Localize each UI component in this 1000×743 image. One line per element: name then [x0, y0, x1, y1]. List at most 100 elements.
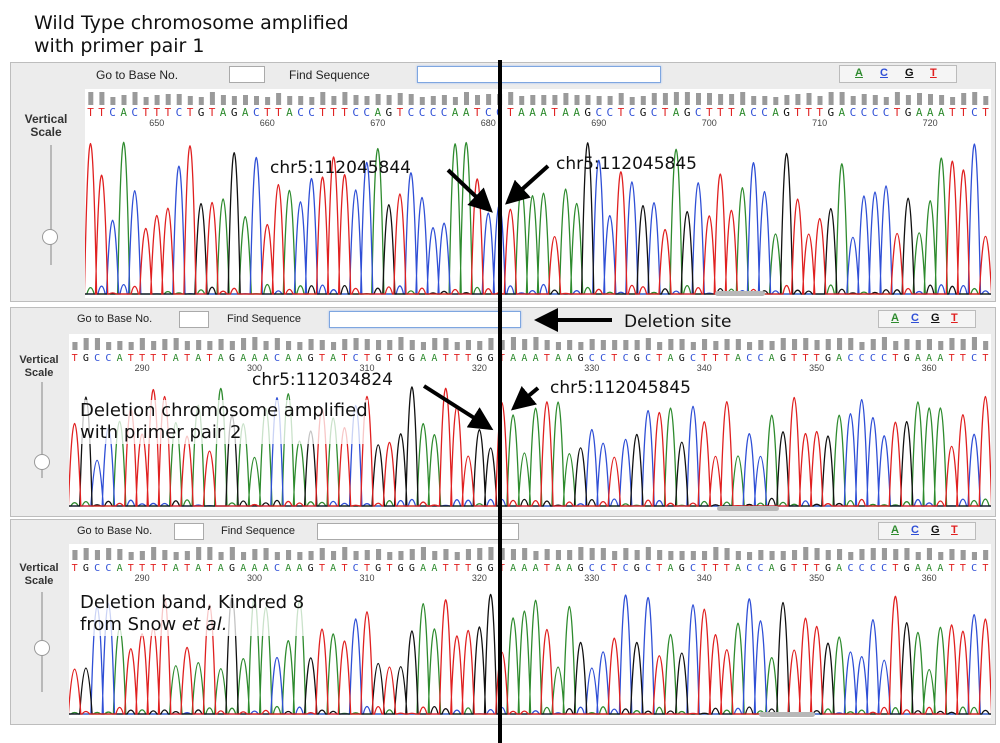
- base-call: C: [757, 563, 763, 574]
- base-call: G: [905, 106, 912, 119]
- quality-bar: [162, 339, 168, 350]
- vertical-scale-track[interactable]: [41, 382, 43, 478]
- quality-bar: [274, 338, 280, 350]
- base-call: G: [375, 563, 381, 574]
- base-call: T: [960, 106, 967, 119]
- quality-bar: [173, 552, 179, 560]
- base-call: T: [206, 353, 212, 364]
- base-call: A: [120, 106, 127, 119]
- base-call: A: [533, 353, 539, 364]
- quality-bar: [287, 96, 293, 105]
- vertical-scale-track[interactable]: [50, 145, 52, 265]
- quality-bar: [207, 547, 213, 560]
- base-call: C: [859, 563, 865, 574]
- quality-bar: [567, 340, 573, 350]
- position-tick-label: 680: [481, 118, 496, 128]
- base-call: A: [218, 353, 224, 364]
- base-call: T: [153, 106, 160, 119]
- base-color-legend[interactable]: A C G T: [878, 310, 976, 328]
- position-tick-label: 300: [247, 363, 262, 373]
- quality-bar: [117, 549, 123, 560]
- quality-bar: [814, 548, 820, 560]
- base-call: A: [330, 563, 336, 574]
- quality-bar: [612, 340, 618, 350]
- quality-bar: [297, 342, 303, 350]
- quality-bar: [600, 340, 606, 350]
- find-sequence-input[interactable]: [329, 311, 521, 328]
- quality-bar: [196, 340, 202, 350]
- position-tick-label: 330: [584, 363, 599, 373]
- goto-base-input[interactable]: [179, 311, 209, 328]
- base-color-legend[interactable]: A C G T: [839, 65, 957, 83]
- quality-bar: [162, 550, 168, 560]
- base-call: G: [229, 563, 235, 574]
- quality-bar: [837, 338, 843, 350]
- base-call: A: [518, 106, 525, 119]
- quality-bar: [552, 95, 558, 105]
- base-call: C: [695, 106, 702, 119]
- find-sequence-input[interactable]: [317, 523, 519, 540]
- quality-bar: [454, 552, 460, 560]
- quality-bar: [420, 547, 426, 560]
- base-call: C: [746, 353, 752, 364]
- horizontal-scroll-thumb[interactable]: [715, 291, 765, 296]
- quality-bar: [696, 93, 701, 105]
- base-call: T: [701, 563, 707, 574]
- base-call: A: [330, 353, 336, 364]
- goto-base-input[interactable]: [174, 523, 204, 540]
- quality-bar: [522, 339, 528, 350]
- base-call: A: [772, 106, 779, 119]
- find-sequence-input[interactable]: [417, 66, 661, 83]
- quality-bar: [894, 92, 900, 105]
- quality-bar: [724, 339, 730, 350]
- quality-bar: [106, 548, 112, 560]
- vertical-scale-knob[interactable]: [34, 454, 50, 470]
- quality-bar: [409, 340, 415, 350]
- base-call: A: [218, 563, 224, 574]
- base-call: T: [728, 106, 735, 119]
- position-tick-label: 350: [809, 363, 824, 373]
- quality-bar: [265, 97, 271, 105]
- quality-bar: [519, 96, 525, 105]
- base-call: C: [850, 106, 857, 119]
- base-call: G: [409, 353, 415, 364]
- base-color-legend[interactable]: A C G T: [878, 522, 976, 540]
- vertical-scale-knob[interactable]: [34, 640, 50, 656]
- horizontal-scroll-thumb[interactable]: [759, 712, 815, 717]
- quality-bar: [541, 95, 547, 105]
- quality-bar: [780, 338, 786, 350]
- base-call: C: [606, 106, 613, 119]
- base-call: A: [566, 563, 572, 574]
- quality-bar: [331, 551, 337, 560]
- base-call: C: [971, 563, 977, 574]
- base-call: A: [463, 106, 470, 119]
- goto-base-input[interactable]: [229, 66, 265, 83]
- quality-bar: [430, 96, 436, 105]
- quality-bar: [276, 93, 282, 105]
- base-call: T: [72, 563, 78, 574]
- base-call: C: [353, 353, 359, 364]
- base-call: C: [623, 353, 629, 364]
- position-tick-label: 650: [149, 118, 164, 128]
- horizontal-scroll-thumb[interactable]: [717, 506, 779, 511]
- position-tick-label: 310: [359, 573, 374, 583]
- quality-bar: [634, 340, 640, 350]
- quality-bar: [420, 342, 426, 350]
- quality-bar: [254, 96, 259, 105]
- base-call: C: [352, 106, 359, 119]
- trace-c: [69, 594, 991, 715]
- base-call: T: [87, 106, 94, 119]
- vertical-scale-knob[interactable]: [42, 229, 58, 245]
- base-call: A: [937, 353, 943, 364]
- base-call: C: [94, 353, 100, 364]
- base-call: G: [83, 563, 89, 574]
- panel-3-description: Deletion band, Kindred 8 from Snow et al…: [80, 592, 305, 636]
- quality-bar: [229, 341, 235, 350]
- quality-bar: [713, 341, 719, 350]
- quality-bar: [881, 548, 887, 560]
- junction-line: [498, 60, 502, 743]
- base-call: A: [195, 563, 201, 574]
- quality-bar: [758, 550, 764, 560]
- base-call: T: [791, 563, 797, 574]
